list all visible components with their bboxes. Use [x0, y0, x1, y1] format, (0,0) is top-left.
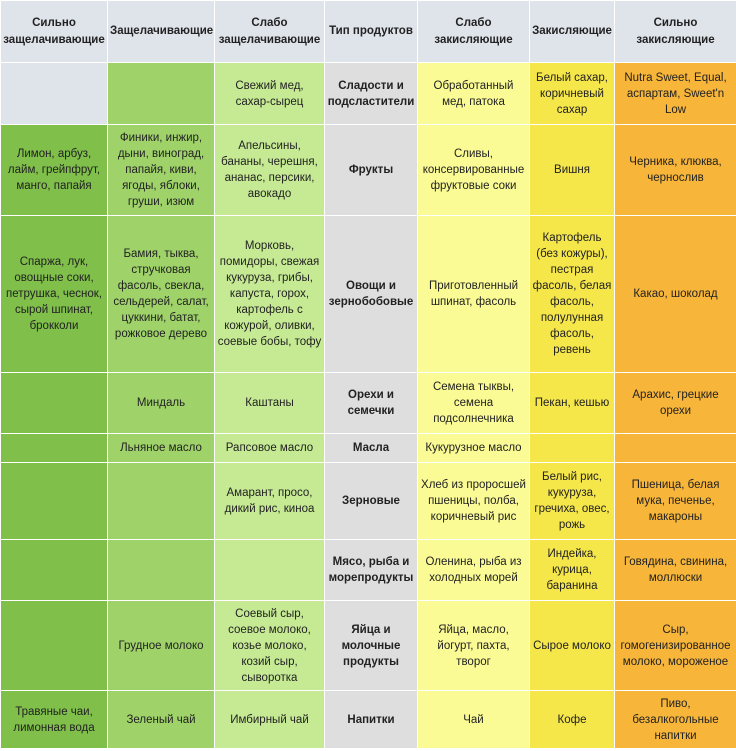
category-cell: Напитки	[324, 690, 418, 749]
table-cell: Грудное молоко	[107, 600, 215, 691]
table-cell: Финики, инжир, дыни, виноград, папайя, к…	[107, 124, 215, 216]
header-cell: Слабо закисляющие	[417, 0, 530, 63]
category-cell: Фрукты	[324, 124, 418, 216]
category-cell: Сладости и подсластители	[324, 62, 418, 125]
table-cell: Травяные чаи, лимонная вода	[0, 690, 108, 749]
table-cell	[107, 462, 215, 540]
table-cell	[614, 433, 736, 463]
table-cell	[107, 539, 215, 601]
table-cell	[0, 462, 108, 540]
table-cell: Картофель (без кожуры), пестрая фасоль, …	[529, 215, 615, 373]
table-cell: Приготовленный шпинат, фасоль	[417, 215, 530, 373]
table-cell: Обработанный мед, патока	[417, 62, 530, 125]
header-cell: Сильно защелачивающие	[0, 0, 108, 63]
table-cell: Имбирный чай	[214, 690, 325, 749]
category-cell: Орехи и семечки	[324, 372, 418, 434]
table-cell: Пиво, безалкогольные напитки	[614, 690, 736, 749]
table-cell: Морковь, помидоры, свежая кукуруза, гриб…	[214, 215, 325, 373]
table-cell: Яйца, масло, йогурт, пахта, творог	[417, 600, 530, 691]
table-cell	[214, 539, 325, 601]
category-cell: Яйца и молочные продукты	[324, 600, 418, 691]
table-cell: Nutra Sweet, Equal, аспартам, Sweet'n Lo…	[614, 62, 736, 125]
table-cell: Кукурузное масло	[417, 433, 530, 463]
table-cell: Белый рис, кукуруза, гречиха, овес, рожь	[529, 462, 615, 540]
table-cell: Оленина, рыба из холодных морей	[417, 539, 530, 601]
table-cell: Апельсины, бананы, черешня, ананас, перс…	[214, 124, 325, 216]
table-cell: Каштаны	[214, 372, 325, 434]
table-cell	[529, 433, 615, 463]
table-cell: Белый сахар, коричневый сахар	[529, 62, 615, 125]
table-cell	[0, 62, 108, 125]
table-cell: Льняное масло	[107, 433, 215, 463]
category-cell: Зерновые	[324, 462, 418, 540]
table-cell: Сливы, консервированные фруктовые соки	[417, 124, 530, 216]
table-row: Спаржа, лук, овощные соки, петрушка, чес…	[0, 215, 736, 373]
table-cell	[107, 62, 215, 125]
table-row: Травяные чаи, лимонная вода Зеленый чай …	[0, 690, 736, 749]
table-cell	[0, 433, 108, 463]
table-cell: Семена тыквы, семена подсолнечника	[417, 372, 530, 434]
table-cell: Миндаль	[107, 372, 215, 434]
header-cell: Тип продуктов	[324, 0, 418, 63]
table-cell: Соевый сыр, соевое молоко, козье молоко,…	[214, 600, 325, 691]
header-cell: Закисляющие	[529, 0, 615, 63]
table-cell: Арахис, грецкие орехи	[614, 372, 736, 434]
table-cell: Рапсовое масло	[214, 433, 325, 463]
category-cell: Масла	[324, 433, 418, 463]
table-cell: Вишня	[529, 124, 615, 216]
table-cell: Амарант, просо, дикий рис, киноа	[214, 462, 325, 540]
table-cell: Хлеб из проросшей пшеницы, полба, коричн…	[417, 462, 530, 540]
category-cell: Овощи и зернобобовые	[324, 215, 418, 373]
header-row: Сильно защелачивающие Защелачивающие Сла…	[0, 0, 736, 63]
table-row: Мясо, рыба и морепродукты Оленина, рыба …	[0, 539, 736, 601]
table-cell: Лимон, арбуз, лайм, грейпфрут, манго, па…	[0, 124, 108, 216]
table-cell: Чай	[417, 690, 530, 749]
table-cell: Кофе	[529, 690, 615, 749]
header-cell: Защелачивающие	[107, 0, 215, 63]
table-cell	[0, 372, 108, 434]
table-cell: Пшеница, белая мука, печенье, макароны	[614, 462, 736, 540]
table-cell: Спаржа, лук, овощные соки, петрушка, чес…	[0, 215, 108, 373]
table-cell: Бамия, тыква, стручковая фасоль, свекла,…	[107, 215, 215, 373]
table-cell: Пекан, кешью	[529, 372, 615, 434]
table-cell: Сыр, гомогенизированное молоко, морожено…	[614, 600, 736, 691]
table-row: Льняное масло Рапсовое масло Масла Кукур…	[0, 433, 736, 463]
table-row: Лимон, арбуз, лайм, грейпфрут, манго, па…	[0, 124, 736, 216]
table-cell: Индейка, курица, баранина	[529, 539, 615, 601]
header-cell: Слабо защелачивающие	[214, 0, 325, 63]
table-cell: Свежий мед, сахар-сырец	[214, 62, 325, 125]
table-cell: Сырое молоко	[529, 600, 615, 691]
table-cell: Какао, шоколад	[614, 215, 736, 373]
table-cell: Говядина, свинина, моллюски	[614, 539, 736, 601]
table-row: Грудное молоко Соевый сыр, соевое молоко…	[0, 600, 736, 691]
table-cell	[0, 600, 108, 691]
table-cell: Черника, клюква, чернослив	[614, 124, 736, 216]
table-cell: Зеленый чай	[107, 690, 215, 749]
header-cell: Сильно закисляющие	[614, 0, 736, 63]
table-row: Миндаль Каштаны Орехи и семечки Семена т…	[0, 372, 736, 434]
table-row: Амарант, просо, дикий рис, киноа Зерновы…	[0, 462, 736, 540]
table-row: Свежий мед, сахар-сырец Сладости и подсл…	[0, 62, 736, 125]
table-cell	[0, 539, 108, 601]
category-cell: Мясо, рыба и морепродукты	[324, 539, 418, 601]
